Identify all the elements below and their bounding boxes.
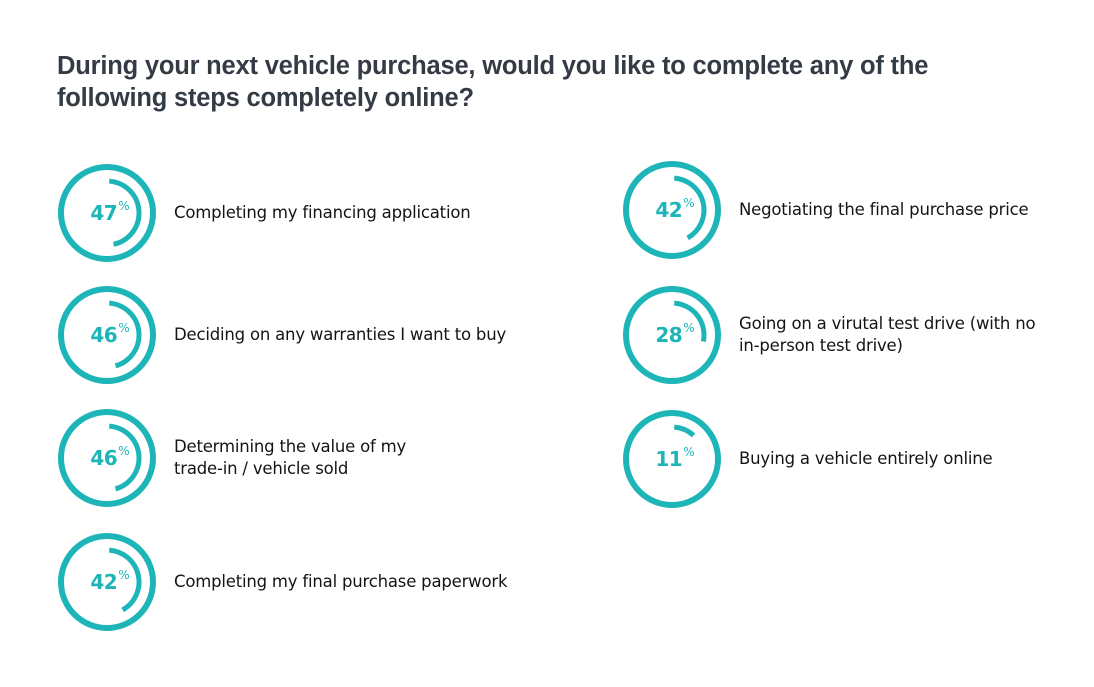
percent-value: 42% [655, 196, 695, 222]
stat-label: Deciding on any warranties I want to buy [174, 325, 507, 344]
progress-ring-icon [622, 285, 722, 385]
stat-label: Determining the value of my trade-in / v… [174, 437, 407, 478]
percent-value: 11% [655, 445, 695, 471]
stat-label: Going on a virutal test drive (with no i… [739, 314, 1036, 355]
percent-value: 42% [90, 568, 130, 594]
percent-value: 47% [90, 199, 130, 225]
chart-title: During your next vehicle purchase, would… [57, 52, 929, 112]
progress-ring-icon [57, 532, 157, 632]
progress-ring-icon [57, 163, 157, 263]
percent-value: 46% [90, 321, 130, 347]
percent-value: 46% [90, 444, 130, 470]
stat-label: Completing my financing application [174, 203, 471, 222]
progress-ring-icon [57, 408, 157, 508]
progress-ring-icon [57, 285, 157, 385]
stat-label: Completing my final purchase paperwork [174, 572, 508, 591]
progress-ring-icon [622, 409, 722, 509]
percent-value: 28% [655, 321, 695, 347]
stat-label: Buying a vehicle entirely online [739, 449, 993, 468]
progress-ring-icon [622, 160, 722, 260]
stat-label: Negotiating the final purchase price [739, 200, 1029, 219]
